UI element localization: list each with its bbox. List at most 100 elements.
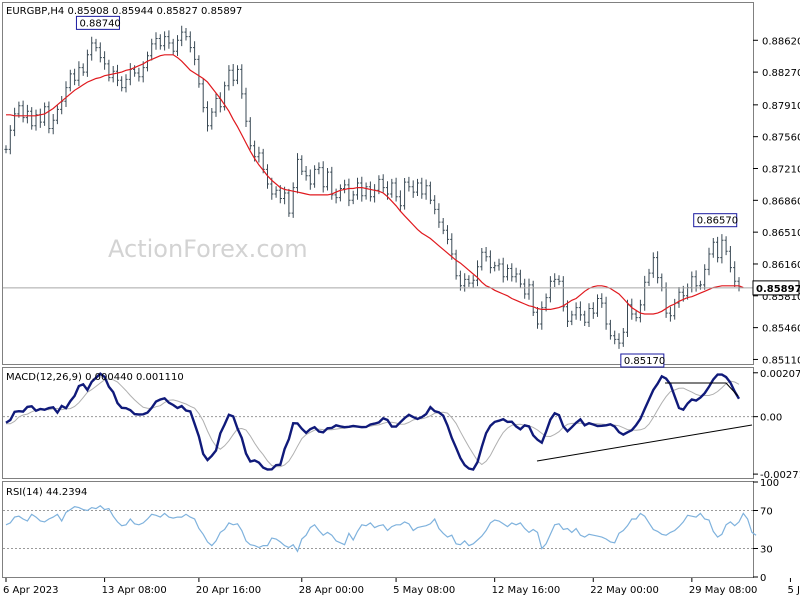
price-tick-label: 0.88270 (762, 68, 800, 79)
price-bar (68, 69, 72, 92)
price-bar (338, 184, 342, 202)
price-bar (403, 178, 407, 210)
price-bar (175, 35, 180, 56)
price-bar (510, 263, 514, 282)
price-bar (141, 61, 145, 83)
price-tick-label: 0.85810 (762, 292, 800, 303)
rsi-tick-label: 100 (760, 478, 779, 489)
price-annotations: 0.88740 0.86570 0.85170 (75, 15, 738, 368)
price-bar (527, 278, 531, 300)
price-bar (565, 300, 570, 327)
price-panel-title: EURGBP,H4 0.85908 0.85944 0.85827 0.8589… (6, 6, 242, 17)
current-price-marker: 0.85897 (3, 280, 800, 296)
price-bar (248, 117, 252, 150)
price-bar (514, 267, 518, 283)
price-bar (535, 307, 540, 329)
price-bar (227, 65, 231, 91)
current-price-tag (752, 280, 800, 296)
price-bar (548, 276, 552, 303)
price-bar (733, 261, 737, 287)
time-axis: 6 Apr 2023 13 Apr 08:00 20 Apr 16:00 28 Apr… (3, 578, 800, 596)
price-annotation-label: 0.88740 (79, 18, 120, 29)
price-bar (351, 190, 355, 205)
price-bar (638, 299, 642, 323)
price-tick-label: 0.88620 (762, 36, 800, 47)
rsi-tick-label: 70 (760, 507, 773, 518)
rsi-axis: 100 70 30 0 (3, 478, 779, 584)
price-axis: 0.88620 0.88270 0.87910 0.87560 0.87210 0.868… (753, 36, 800, 366)
macd-channel-line (665, 382, 739, 397)
current-price-label: 0.85897 (756, 284, 800, 295)
price-bar (656, 251, 660, 284)
price-bar (613, 330, 617, 345)
price-bar (103, 51, 107, 70)
price-bar (368, 181, 372, 202)
price-bar (711, 238, 715, 258)
price-panel-frame (2, 2, 754, 365)
price-bar (668, 306, 672, 322)
price-bar (484, 247, 488, 262)
price-bar (420, 177, 424, 199)
price-bar (553, 273, 557, 287)
price-bar (360, 176, 364, 202)
price-annotation-box (620, 353, 665, 368)
price-bar (244, 87, 248, 127)
price-bar (467, 275, 471, 287)
price-bar (261, 148, 265, 174)
price-bar (274, 186, 278, 198)
price-bar (90, 36, 94, 61)
price-bar (167, 30, 171, 49)
price-bar (441, 218, 445, 235)
price-bar (240, 64, 244, 99)
price-tick-label: 0.87910 (762, 101, 800, 112)
macd-line (5, 372, 741, 471)
price-bar (304, 166, 308, 181)
price-bar (493, 261, 497, 272)
time-tick-label: 5 Jun 16:00 (787, 585, 800, 596)
price-bars (4, 25, 741, 349)
price-bar (8, 125, 12, 155)
price-bar (180, 25, 184, 47)
price-bar (270, 177, 274, 200)
price-bar (574, 302, 578, 320)
time-tick-label: 12 May 16:00 (492, 585, 561, 596)
price-annotation-box (693, 213, 738, 228)
price-bar (621, 328, 625, 347)
price-bar (355, 177, 360, 200)
price-bar (13, 107, 17, 137)
price-bar (30, 107, 34, 130)
price-bar (201, 78, 205, 113)
price-bar (21, 100, 25, 123)
price-bar (647, 268, 651, 286)
price-bar (287, 188, 291, 217)
price-bar (591, 302, 595, 319)
price-bar (463, 273, 467, 292)
price-bar (295, 153, 300, 194)
price-bar (488, 250, 492, 274)
price-bar (171, 38, 175, 55)
price-bar (124, 74, 128, 93)
price-bar (450, 233, 454, 260)
price-bar (210, 108, 214, 130)
price-bar (308, 169, 312, 190)
price-bar (587, 303, 591, 327)
price-bar (364, 182, 368, 200)
price-bar (64, 81, 68, 107)
price-bar (411, 180, 415, 198)
price-bar (505, 264, 510, 281)
price-bar (154, 32, 158, 50)
price-bar (716, 236, 720, 263)
price-bar (458, 270, 462, 291)
rsi-line (5, 505, 757, 553)
macd-signal-line (6, 378, 740, 468)
price-bar (51, 114, 55, 135)
price-tick-label: 0.85110 (762, 355, 800, 366)
price-bar (480, 248, 484, 271)
price-bar (595, 294, 600, 317)
time-tick-label: 13 Apr 08:00 (102, 585, 167, 596)
price-bar (343, 179, 347, 194)
price-bar (424, 179, 428, 200)
price-bar (163, 31, 167, 51)
price-bar (115, 64, 120, 87)
